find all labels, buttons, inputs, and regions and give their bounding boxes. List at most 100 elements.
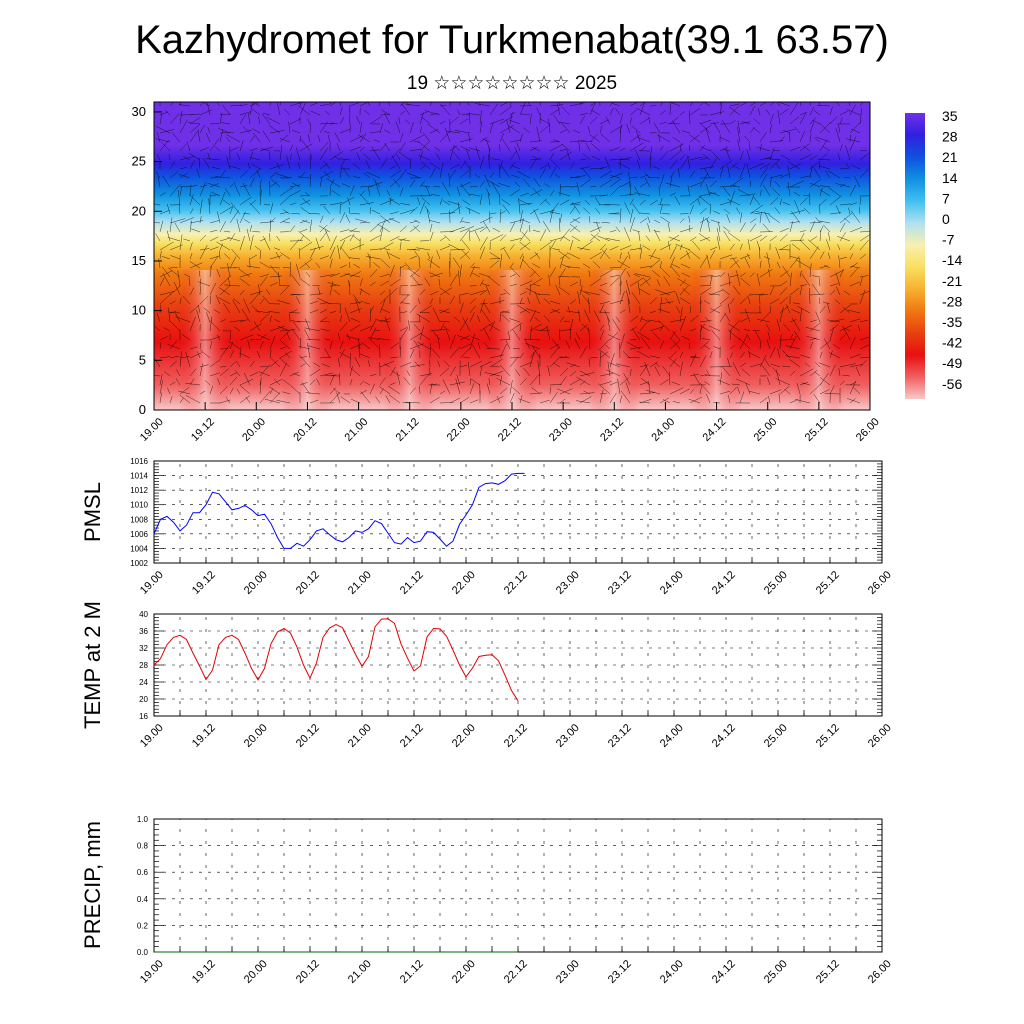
wind-barb [188, 194, 201, 206]
wind-barb [269, 202, 274, 215]
x-tick-label: 21.12 [398, 569, 426, 597]
wind-barb [799, 154, 812, 161]
wind-barb [159, 113, 163, 125]
wind-barb [812, 275, 821, 278]
wind-barb [270, 265, 281, 278]
wind-barb [499, 343, 507, 359]
wind-barb [829, 350, 833, 359]
x-tick-label: 20.12 [294, 722, 322, 750]
wind-barb [645, 235, 651, 242]
wind-barb [719, 372, 723, 386]
wind-barb [799, 112, 807, 125]
y-tick-label: 0.4 [137, 895, 149, 904]
wind-barb [379, 273, 390, 278]
wind-barb [769, 306, 772, 314]
wind-barb [599, 329, 605, 341]
wind-barb [536, 107, 541, 116]
wind-barb [699, 119, 712, 125]
wind-barb [169, 396, 173, 404]
wind-barb [713, 346, 721, 350]
wind-barb [704, 381, 711, 386]
wind-barb [449, 205, 462, 215]
wind-barb [479, 121, 483, 134]
wind-barb [518, 398, 531, 404]
wind-barb [756, 146, 771, 152]
wind-barb [709, 111, 725, 116]
wind-barb [485, 285, 491, 296]
wind-barb [698, 195, 711, 206]
wind-barb [599, 170, 612, 179]
wind-barb [309, 155, 312, 170]
wind-barb [600, 133, 611, 143]
wind-barb [320, 328, 331, 332]
wind-barb [409, 225, 419, 233]
wind-barb [766, 252, 771, 269]
wind-barb [559, 316, 565, 323]
wind-barb [229, 165, 241, 170]
wind-barb [577, 247, 591, 251]
wind-barb [755, 331, 761, 341]
wind-barb [263, 204, 271, 206]
wind-barb [615, 316, 621, 323]
wind-barb [659, 301, 674, 305]
wind-barb [719, 146, 729, 152]
wind-barb [417, 140, 431, 152]
wind-barb [329, 340, 333, 350]
wind-barb [359, 389, 367, 395]
wind-barb [645, 389, 661, 395]
wind-barb [266, 117, 281, 125]
wind-barb [513, 348, 521, 350]
wind-barb [182, 295, 191, 305]
wind-barb [209, 220, 220, 224]
wind-barb [469, 312, 475, 323]
wind-barb [499, 105, 513, 116]
wind-barb [639, 277, 652, 287]
wind-barb [327, 302, 341, 305]
x-tick-label: 20.00 [242, 958, 270, 986]
wind-barb [705, 183, 711, 197]
wind-barb [156, 153, 161, 161]
wind-barb [516, 141, 521, 152]
wind-barb [299, 102, 307, 116]
wind-barb [534, 291, 541, 305]
wind-barb [649, 200, 658, 206]
wind-barb [429, 231, 434, 242]
wind-barb [669, 245, 677, 260]
wind-barb [709, 148, 721, 161]
wind-barb [178, 173, 191, 179]
wind-barb [566, 150, 571, 161]
wind-barb [789, 239, 805, 242]
wind-barb [419, 150, 423, 161]
wind-barb [729, 257, 737, 260]
wind-barb [253, 321, 261, 332]
wind-barb [638, 231, 641, 242]
colorbar-label: 0 [942, 211, 950, 227]
wind-barb [809, 133, 812, 143]
wind-barb [168, 153, 171, 161]
wind-barb [309, 368, 321, 377]
wind-barb [159, 342, 162, 350]
wind-barb [244, 373, 251, 386]
wind-barb [207, 126, 211, 134]
wind-barb [809, 288, 811, 305]
wind-barb [219, 206, 233, 215]
wind-barb [567, 252, 581, 260]
wind-barb [479, 279, 484, 287]
wind-barb [209, 372, 221, 377]
wind-barb [665, 182, 681, 188]
wind-barb [719, 296, 730, 305]
wind-barb [814, 371, 821, 377]
wind-barb [419, 385, 421, 395]
wind-barb [629, 217, 635, 233]
x-tick-label: 25.00 [762, 958, 790, 986]
wind-barb [218, 297, 231, 305]
wind-barb [809, 121, 815, 134]
wind-barb [669, 176, 673, 188]
wind-barb [380, 258, 391, 269]
wind-barb [339, 158, 351, 161]
wind-barb [234, 184, 241, 197]
wind-barb [699, 144, 706, 152]
wind-barb [636, 108, 651, 116]
wind-barb [425, 185, 431, 197]
